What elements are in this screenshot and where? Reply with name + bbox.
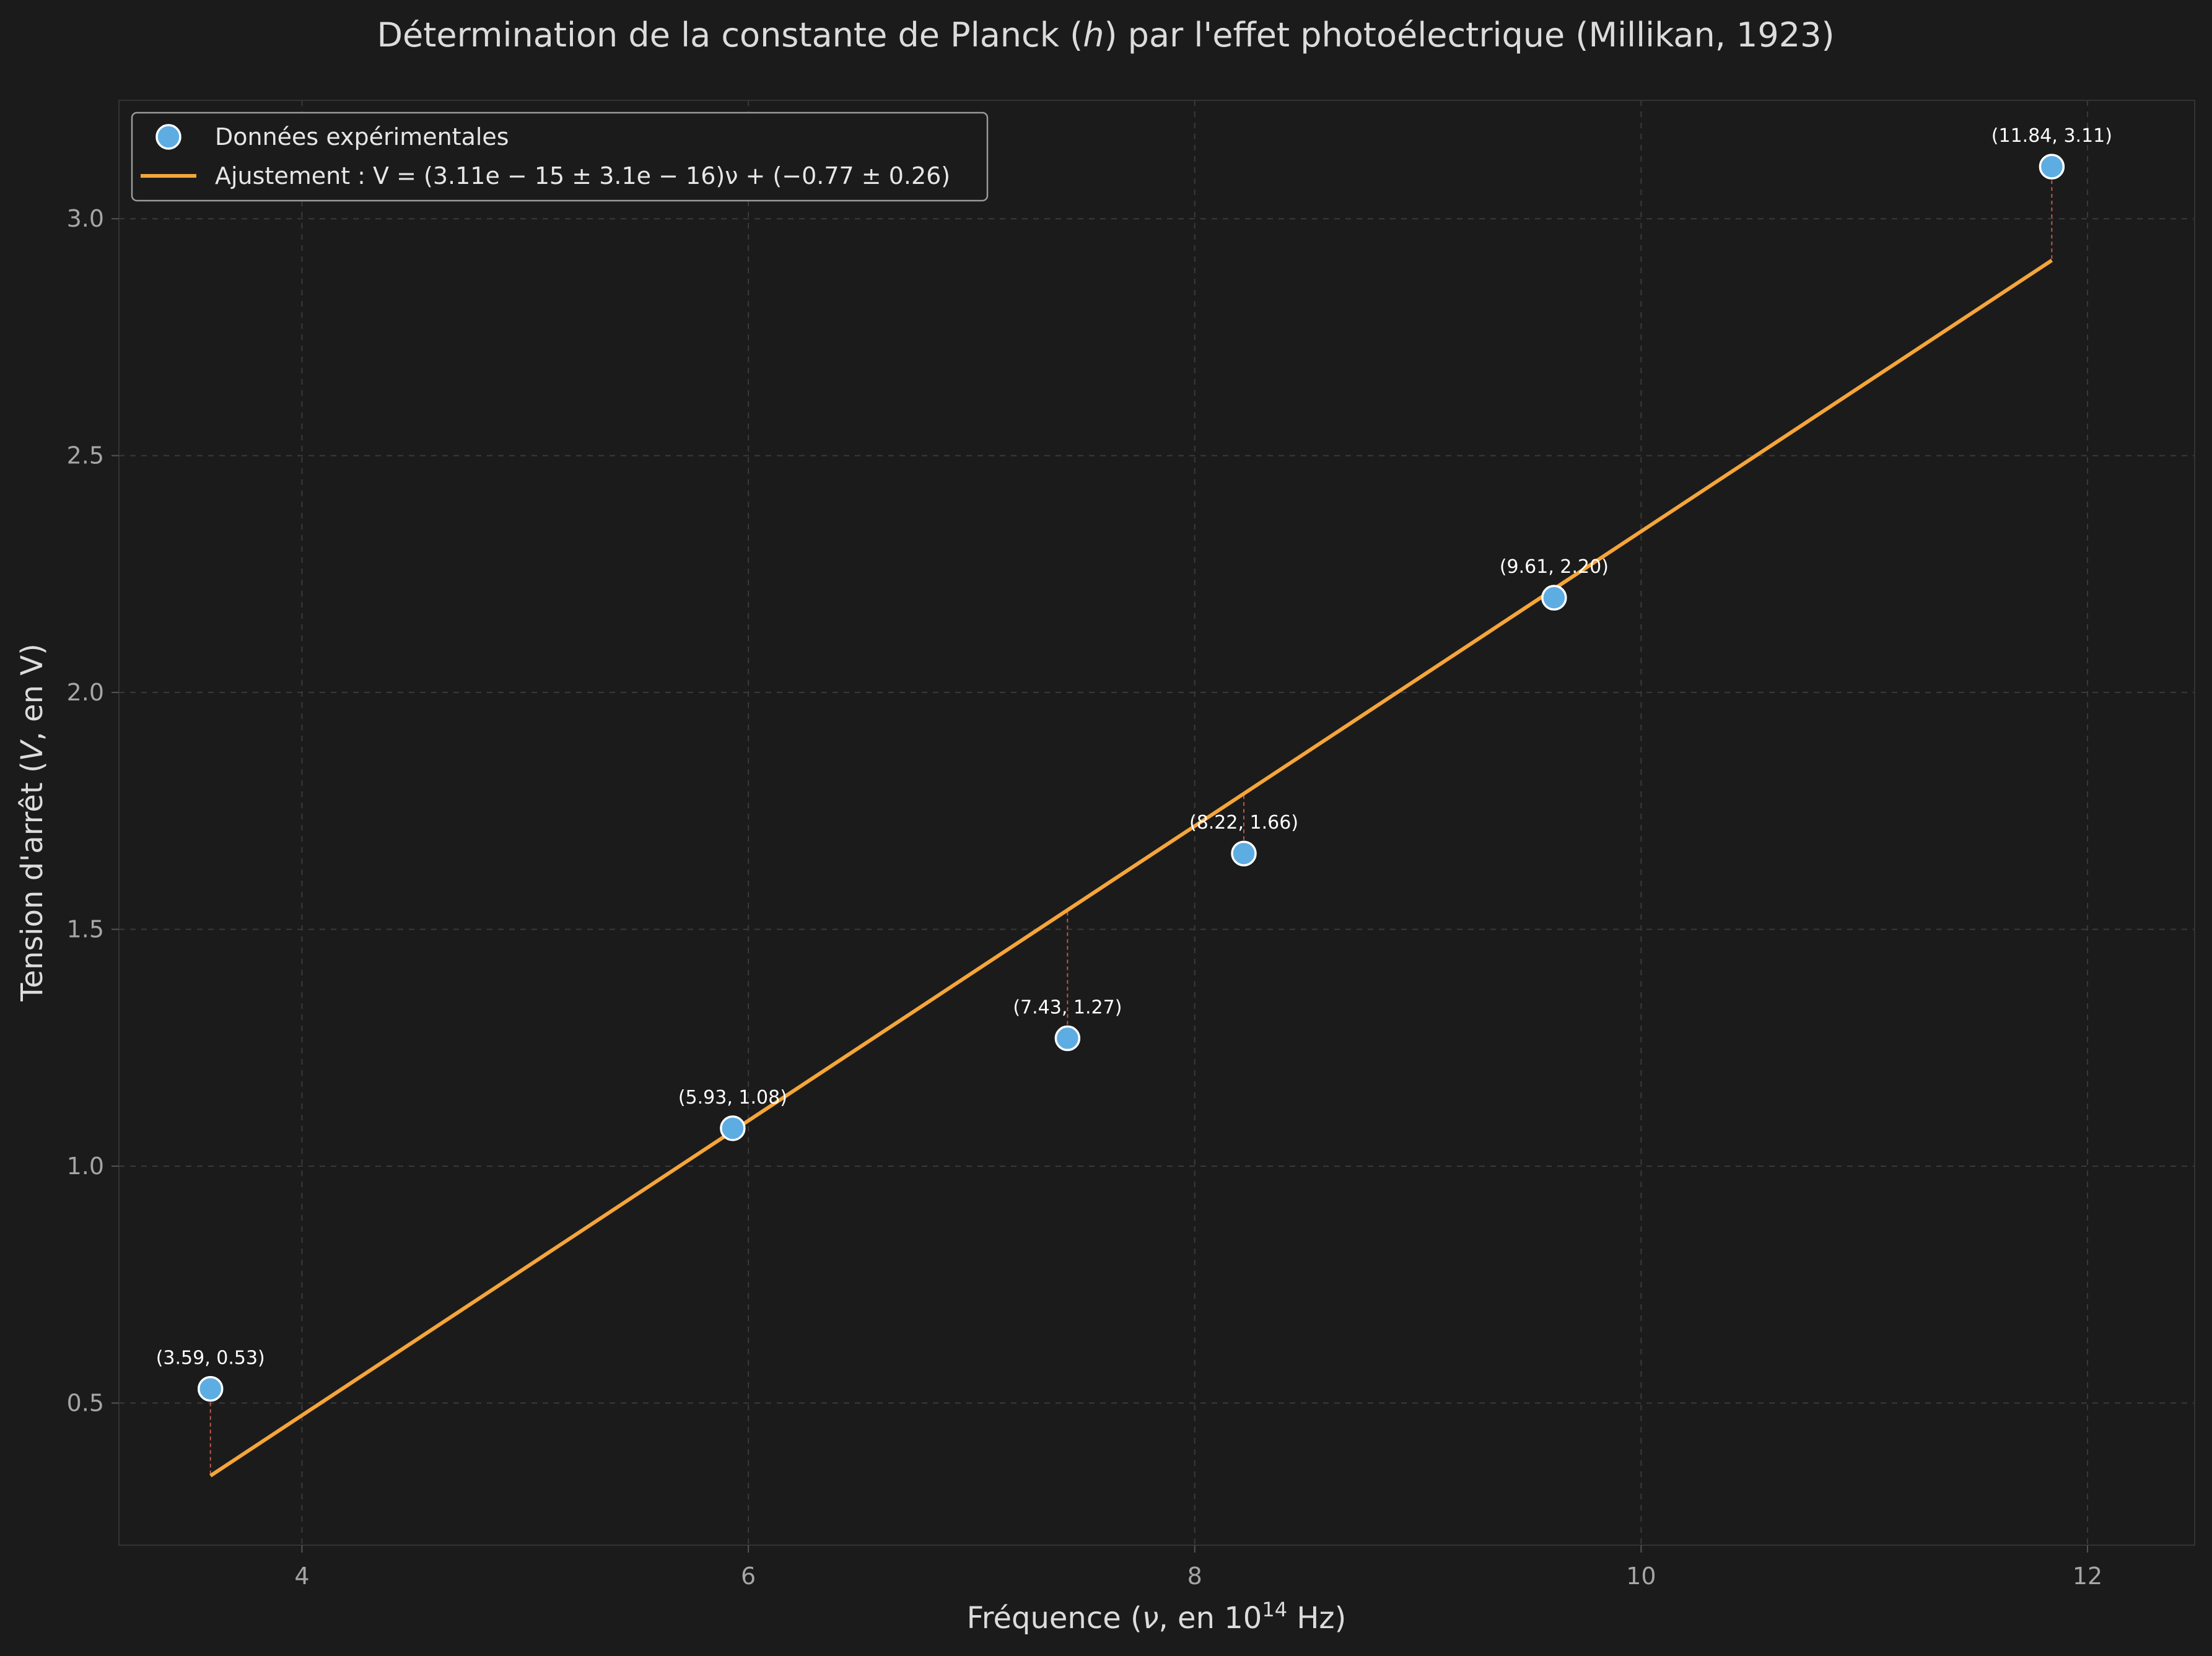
x-tick-label: 12 xyxy=(2073,1562,2102,1590)
data-point xyxy=(1231,840,1257,866)
x-tick-label: 4 xyxy=(294,1562,309,1590)
data-point-label: (11.84, 3.11) xyxy=(1991,125,2112,147)
plot-frame xyxy=(118,100,2195,1546)
data-point-label: (7.43, 1.27) xyxy=(1013,997,1122,1019)
fit-line xyxy=(209,258,2053,1478)
y-axis-label: Tension d'arrêt (V, en V) xyxy=(15,643,50,1002)
legend-marker-points xyxy=(155,124,181,150)
x-axis-label: Fréquence (ν, en 1014 Hz) xyxy=(967,1598,1347,1636)
legend: Données expérimentales Ajustement : V = (… xyxy=(131,111,989,202)
grid xyxy=(119,100,2195,1545)
data-point-label: (8.22, 1.66) xyxy=(1189,812,1298,834)
y-tick-label: 0.5 xyxy=(67,1390,104,1417)
point-labels: (3.59, 0.53) (5.93, 1.08) (7.43, 1.27) (8.2… xyxy=(156,125,2112,1369)
y-tick-label: 2.5 xyxy=(67,442,104,469)
y-tick-label: 3.0 xyxy=(67,205,104,232)
fit-line-layer xyxy=(209,258,2053,1478)
data-point xyxy=(197,1375,224,1402)
data-point-label: (5.93, 1.08) xyxy=(678,1087,787,1109)
data-point xyxy=(2039,154,2065,180)
axes: 4 6 8 10 12 0.5 1.0 1.5 2.0 2.5 3.0 xyxy=(67,100,2195,1590)
x-tick-label: 10 xyxy=(1626,1562,1656,1590)
data-point-label: (9.61, 2.20) xyxy=(1500,556,1609,578)
data-point xyxy=(720,1115,746,1141)
y-tick-label: 2.0 xyxy=(67,679,104,706)
data-points xyxy=(197,154,2065,1402)
residual-lines xyxy=(209,167,2053,1476)
legend-label-points: Données expérimentales xyxy=(215,123,509,150)
legend-label-fit: Ajustement : V = (3.11e − 15 ± 3.1e − 16… xyxy=(215,162,950,190)
y-tick-label: 1.0 xyxy=(67,1153,104,1180)
data-point-label: (3.59, 0.53) xyxy=(156,1348,265,1369)
x-tick-label: 8 xyxy=(1187,1562,1202,1590)
y-tick-label: 1.5 xyxy=(67,916,104,943)
x-tick-label: 6 xyxy=(741,1562,756,1590)
chart-title: Détermination de la constante de Planck … xyxy=(377,15,1834,54)
data-point xyxy=(1541,585,1567,611)
legend-box xyxy=(131,111,989,202)
data-point xyxy=(1054,1025,1081,1052)
